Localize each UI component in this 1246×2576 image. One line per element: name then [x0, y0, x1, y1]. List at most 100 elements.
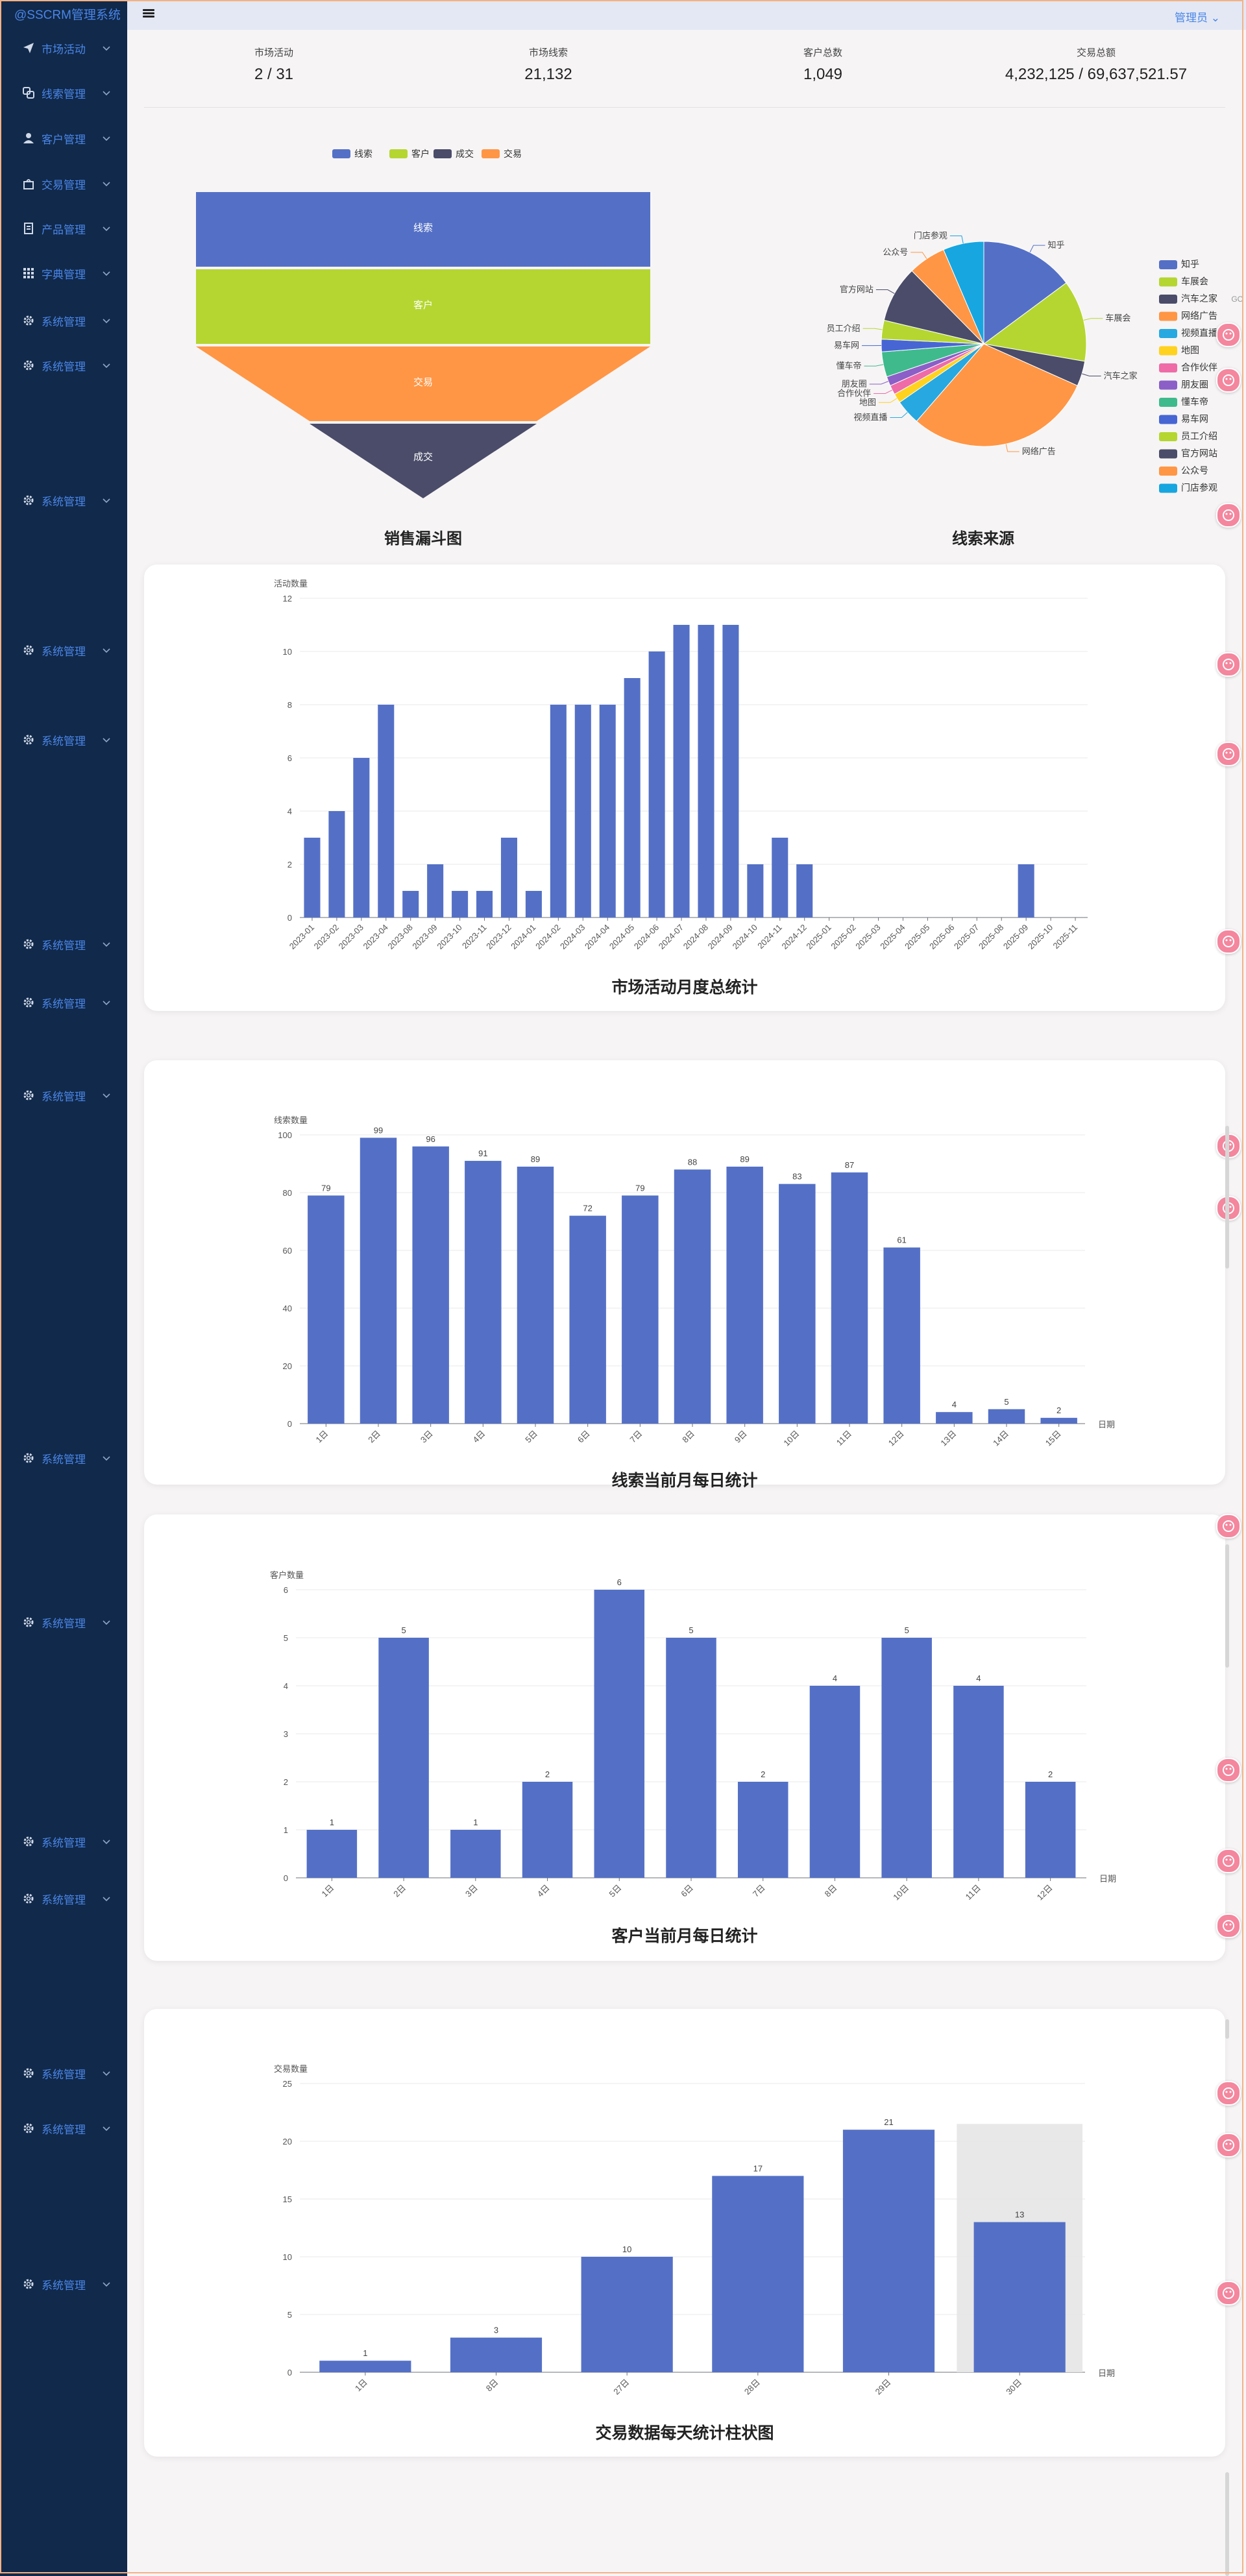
chart-card-customers: 客户数量 0 1 2 3 4 5 6 日期 1 1日 5 2日 1 3日 2 4日 6 5日 5 6日 2 7日 4 8日 5 10… — [144, 1514, 1225, 1961]
y-tick-label: 80 — [283, 1188, 292, 1198]
data-label: 2 — [545, 1769, 550, 1779]
bar — [525, 891, 542, 917]
sidebar-item[interactable]: 字典管理 — [0, 260, 127, 286]
x-tick-label: 2024-01 — [509, 923, 537, 951]
scrollbar[interactable] — [1225, 1126, 1229, 1269]
floating-assistant-button[interactable] — [1216, 1514, 1241, 1538]
sidebar-item[interactable]: 系统管理 — [0, 2271, 127, 2297]
sidebar-item-label: 系统管理 — [42, 1090, 86, 1103]
sidebar-item[interactable]: 客户管理 — [0, 125, 127, 151]
funnel-stage — [196, 269, 650, 344]
floating-assistant-button[interactable] — [1216, 2081, 1241, 2106]
app-brand[interactable]: @SSCRM管理系统 — [14, 8, 121, 22]
y-tick-label: 4 — [284, 1681, 288, 1691]
bar — [594, 1590, 645, 1878]
sidebar-item[interactable]: 系统管理 — [0, 1609, 127, 1635]
x-tick-label: 30日 — [1004, 2377, 1023, 2397]
gear-icon — [22, 1892, 35, 1905]
sidebar-item[interactable]: 系统管理 — [0, 487, 127, 513]
floating-assistant-button[interactable] — [1216, 2281, 1241, 2305]
pie-legend: 知乎车展会汽车之家网络广告视频直播地图合作伙伴朋友圈懂车帝易车网员工介绍官方网站… — [1159, 259, 1217, 493]
floating-assistant-button[interactable] — [1216, 929, 1241, 954]
y-tick-label: 60 — [283, 1246, 292, 1256]
data-label: 91 — [478, 1148, 487, 1158]
stat-title: 交易总额 — [1076, 47, 1116, 58]
y-tick-label: 3 — [284, 1729, 288, 1739]
pie-label: 朋友圈 — [842, 379, 867, 389]
y-tick-label: 0 — [287, 1419, 292, 1429]
sidebar-item[interactable]: 市场活动 — [0, 35, 127, 61]
floating-assistant-button[interactable] — [1216, 742, 1241, 766]
floating-assistant-button[interactable] — [1216, 368, 1241, 393]
face-icon — [1223, 2139, 1234, 2151]
gear-icon — [22, 2122, 35, 2135]
y-axis-title: 活动数量 — [274, 579, 308, 589]
sidebar-item[interactable]: 系统管理 — [0, 990, 127, 1015]
chevron-down-icon — [103, 1836, 110, 1849]
menu-toggle-icon[interactable] — [143, 9, 154, 18]
grid-icon — [22, 267, 35, 280]
scrollbar[interactable] — [1225, 1544, 1229, 1668]
floating-assistant-button[interactable] — [1216, 1849, 1241, 1873]
sidebar-item[interactable]: 系统管理 — [0, 2115, 127, 2141]
x-tick-label: 9日 — [733, 1429, 749, 1445]
sidebar-item[interactable]: 系统管理 — [0, 2060, 127, 2086]
chevron-down-icon — [103, 734, 110, 747]
bar — [936, 1412, 973, 1424]
sidebar-item[interactable]: 系统管理 — [0, 1445, 127, 1471]
legend-swatch — [482, 149, 500, 158]
y-axis-title: 交易数量 — [274, 2064, 308, 2074]
data-label: 99 — [374, 1125, 383, 1135]
floating-assistant-button[interactable] — [1216, 322, 1241, 347]
scrollbar[interactable] — [1225, 2472, 1229, 2576]
sidebar-item[interactable]: 系统管理 — [0, 1886, 127, 1912]
legend-label: 合作伙伴 — [1181, 362, 1217, 372]
bar — [726, 1166, 763, 1424]
x-tick-label: 2024-12 — [779, 923, 808, 951]
floating-assistant-button[interactable] — [1216, 1758, 1241, 1782]
chevron-down-icon — [103, 132, 110, 145]
sidebar-item[interactable]: 交易管理 — [0, 171, 127, 197]
go-badge[interactable]: GO — [1231, 295, 1243, 304]
floating-assistant-button[interactable] — [1216, 1914, 1241, 1938]
sidebar-item[interactable]: 系统管理 — [0, 352, 127, 378]
sidebar-item[interactable]: 系统管理 — [0, 1082, 127, 1108]
legend-swatch — [1159, 467, 1177, 476]
y-tick-label: 20 — [283, 1361, 292, 1371]
chevron-down-icon — [103, 494, 110, 507]
sidebar-item[interactable]: 系统管理 — [0, 637, 127, 663]
link-icon — [22, 86, 35, 99]
user-name[interactable]: 管理员 — [1175, 12, 1208, 24]
sidebar-item[interactable]: 系统管理 — [0, 308, 127, 334]
bar — [772, 838, 788, 917]
y-tick-label: 15 — [283, 2194, 292, 2204]
legend-swatch — [1159, 398, 1177, 407]
sidebar-item[interactable]: 线索管理 — [0, 80, 127, 106]
x-tick-label: 2025-09 — [1001, 923, 1030, 951]
sidebar-item-label: 系统管理 — [42, 939, 86, 952]
floating-assistant-button[interactable] — [1216, 503, 1241, 528]
bar — [953, 1686, 1004, 1878]
sidebar-item[interactable]: 产品管理 — [0, 215, 127, 241]
floating-assistant-button[interactable] — [1216, 652, 1241, 677]
sidebar-item-label: 客户管理 — [42, 133, 86, 146]
legend-swatch — [1159, 346, 1177, 356]
sidebar-item-label: 交易管理 — [42, 178, 86, 191]
y-tick-label: 5 — [284, 1633, 288, 1643]
sidebar-item[interactable]: 系统管理 — [0, 1829, 127, 1854]
floating-assistant-button[interactable] — [1216, 2133, 1241, 2157]
x-tick-label: 2024-05 — [607, 923, 636, 951]
legend-label: 汽车之家 — [1181, 293, 1217, 304]
user-menu[interactable]: 管理员 ⌄ — [1175, 8, 1220, 25]
legend-label: 客户 — [411, 149, 430, 159]
chart-title: 市场活动月度总统计 — [611, 978, 758, 997]
sidebar-item[interactable]: 系统管理 — [0, 931, 127, 957]
sidebar-item[interactable]: 系统管理 — [0, 727, 127, 753]
scrollbar[interactable] — [1225, 2019, 1229, 2039]
bar — [1025, 1782, 1076, 1878]
gear-icon — [22, 733, 35, 746]
bar — [698, 625, 715, 917]
x-tick-label: 6日 — [576, 1429, 592, 1445]
bar — [722, 625, 739, 917]
bar — [673, 625, 690, 917]
